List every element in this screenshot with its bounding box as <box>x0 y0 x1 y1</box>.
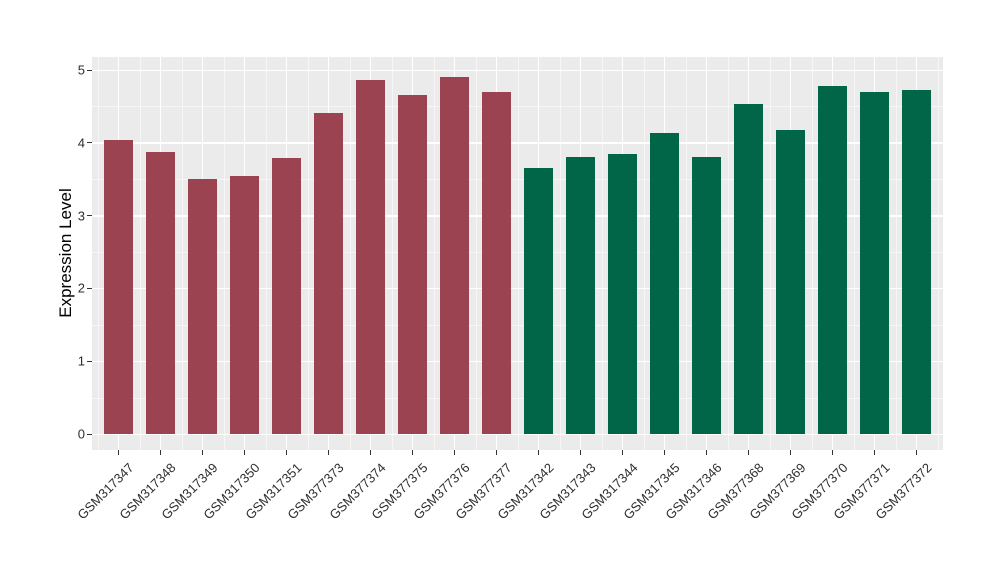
bar-GSM317346 <box>691 157 722 434</box>
minor-gridline-v <box>559 57 561 450</box>
minor-gridline-v <box>475 57 477 450</box>
x-tick-mark <box>370 450 371 455</box>
y-tick-label: 5 <box>77 62 85 78</box>
minor-gridline-v <box>601 57 603 450</box>
bar-GSM317349 <box>187 179 218 434</box>
bar-GSM377375 <box>397 94 428 434</box>
bar-GSM317342 <box>523 167 554 434</box>
x-tick-mark <box>202 450 203 455</box>
minor-gridline-v <box>97 57 99 450</box>
x-tick-mark <box>412 450 413 455</box>
bar-GSM317345 <box>649 133 680 434</box>
y-tick-mark <box>87 215 92 217</box>
y-tick-mark <box>87 69 92 71</box>
x-tick-mark <box>328 450 329 455</box>
minor-gridline-v <box>517 57 519 450</box>
plot-panel <box>92 57 943 450</box>
x-tick-mark <box>454 450 455 455</box>
bar-GSM377371 <box>859 91 890 434</box>
minor-gridline-v <box>265 57 267 450</box>
x-tick-mark <box>832 450 833 455</box>
x-tick-mark <box>664 450 665 455</box>
x-tick-mark <box>538 450 539 455</box>
y-tick-mark <box>87 287 92 289</box>
x-tick-mark <box>790 450 791 455</box>
y-tick-mark <box>87 433 92 435</box>
minor-gridline-v <box>181 57 183 450</box>
minor-gridline-v <box>727 57 729 450</box>
minor-gridline-v <box>811 57 813 450</box>
major-gridline-h <box>92 69 943 72</box>
bar-GSM377376 <box>439 76 470 434</box>
minor-gridline-v <box>643 57 645 450</box>
y-tick-label: 2 <box>77 280 85 296</box>
minor-gridline-v <box>307 57 309 450</box>
minor-gridline-v <box>769 57 771 450</box>
x-tick-mark <box>706 450 707 455</box>
bar-GSM317351 <box>271 158 302 434</box>
y-tick-mark <box>87 360 92 362</box>
minor-gridline-v <box>895 57 897 450</box>
y-tick-label: 3 <box>77 208 85 224</box>
bar-GSM377368 <box>733 104 764 434</box>
major-gridline-h <box>92 360 943 363</box>
major-gridline-h <box>92 433 943 436</box>
x-tick-mark <box>622 450 623 455</box>
x-tick-mark <box>916 450 917 455</box>
x-tick-mark <box>244 450 245 455</box>
x-tick-mark <box>286 450 287 455</box>
minor-gridline-v <box>391 57 393 450</box>
x-tick-mark <box>874 450 875 455</box>
minor-gridline-v <box>937 57 939 450</box>
bar-GSM317347 <box>103 139 134 434</box>
x-tick-mark <box>496 450 497 455</box>
y-tick-mark <box>87 142 92 144</box>
minor-gridline-v <box>139 57 141 450</box>
major-gridline-h <box>92 215 943 217</box>
bar-GSM317344 <box>607 153 638 434</box>
bar-GSM377377 <box>481 91 512 434</box>
y-tick-label: 1 <box>77 353 85 369</box>
minor-gridline-v <box>685 57 687 450</box>
minor-gridline-v <box>433 57 435 450</box>
x-tick-mark <box>580 450 581 455</box>
bar-GSM377373 <box>313 112 344 434</box>
bar-GSM317343 <box>565 156 596 434</box>
y-tick-label: 4 <box>77 135 85 151</box>
major-gridline-h <box>92 287 943 290</box>
minor-gridline-v <box>349 57 351 450</box>
x-tick-mark <box>160 450 161 455</box>
bar-GSM317348 <box>145 151 176 434</box>
bar-GSM377372 <box>901 90 932 434</box>
bar-GSM377374 <box>355 80 386 434</box>
bar-GSM377370 <box>817 86 848 434</box>
bar-GSM317350 <box>229 175 260 434</box>
bar-GSM377369 <box>775 129 806 434</box>
x-tick-mark <box>118 450 119 455</box>
y-tick-label: 0 <box>77 426 85 442</box>
minor-gridline-v <box>223 57 225 450</box>
minor-gridline-v <box>853 57 855 450</box>
major-gridline-h <box>92 142 943 144</box>
x-tick-mark <box>748 450 749 455</box>
